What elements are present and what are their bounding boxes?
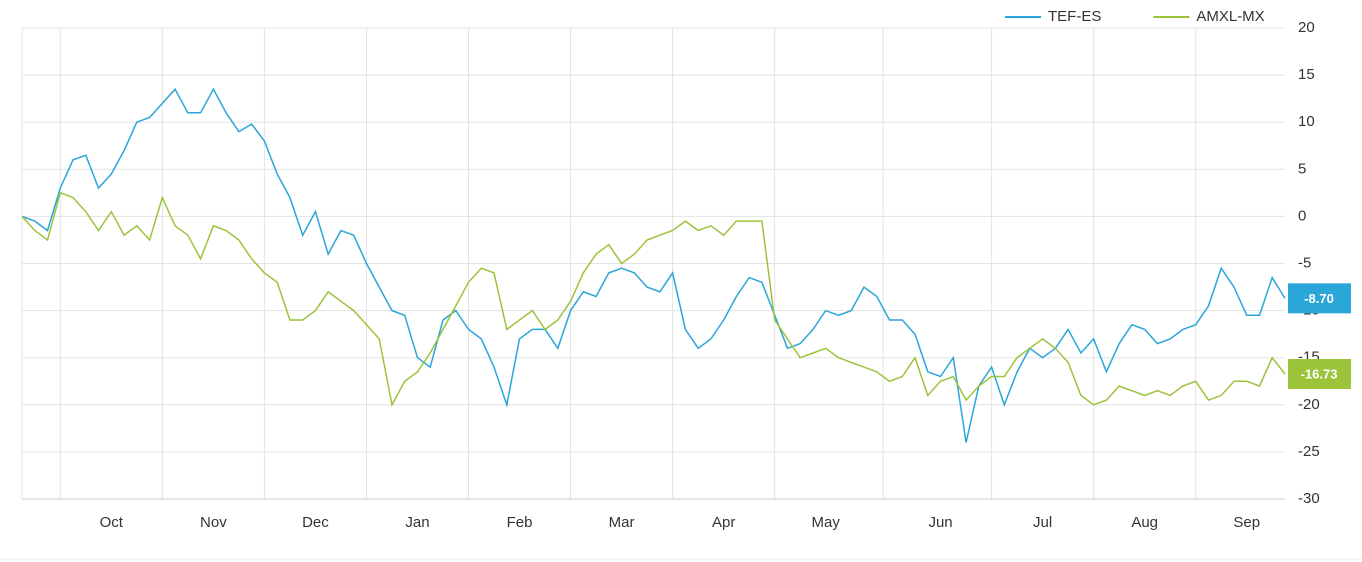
- value-badge: [1288, 358, 1351, 389]
- x-tick-label: Feb: [507, 514, 533, 531]
- x-tick-label: Jul: [1033, 514, 1052, 531]
- x-tick-label: Mar: [609, 514, 635, 531]
- x-tick-label: Dec: [302, 514, 329, 531]
- y-tick-label: -5: [1298, 254, 1311, 271]
- x-tick-label: Nov: [200, 514, 227, 531]
- y-tick-label: -25: [1298, 443, 1320, 460]
- y-tick-label: -30: [1298, 490, 1320, 507]
- y-tick-label: 5: [1298, 160, 1306, 177]
- series-line: [21, 87, 1286, 443]
- value-label: -16.73: [1301, 366, 1338, 381]
- y-tick-label: 0: [1298, 207, 1306, 224]
- x-tick-label: Apr: [712, 514, 735, 531]
- x-tick-label: Jun: [928, 514, 952, 531]
- legend-label: TEF-ES: [1048, 8, 1101, 25]
- series-line: [21, 191, 1286, 408]
- x-tick-label: Aug: [1131, 514, 1158, 531]
- legend-label: AMXL-MX: [1196, 8, 1264, 25]
- value-label: -8.70: [1304, 291, 1334, 306]
- y-tick-label: 10: [1298, 113, 1315, 130]
- value-badge: [1288, 283, 1351, 314]
- y-tick-label: 20: [1298, 19, 1315, 36]
- x-tick-label: Sep: [1233, 514, 1260, 531]
- x-tick-label: Jan: [405, 514, 429, 531]
- y-tick-label: 15: [1298, 66, 1315, 83]
- x-tick-label: Oct: [100, 514, 124, 531]
- y-tick-label: -20: [1298, 396, 1320, 413]
- x-tick-label: May: [812, 514, 841, 531]
